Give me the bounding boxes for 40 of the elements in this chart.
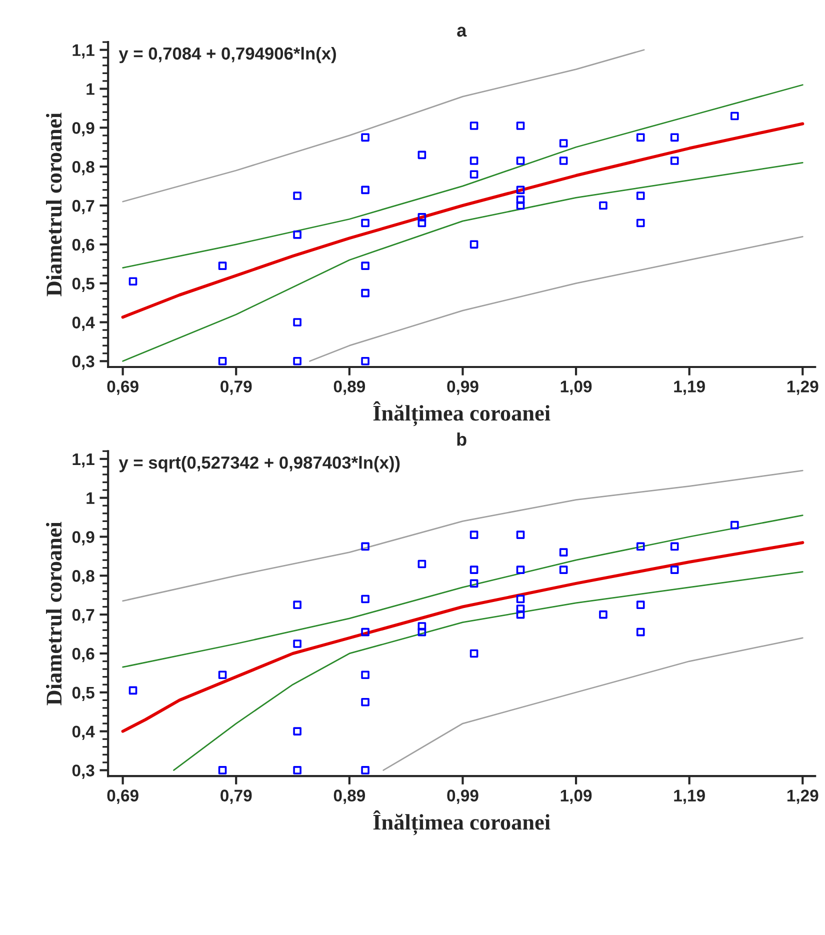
annotation: y = 0,7084 + 0,794906*ln(x) [118, 46, 336, 64]
x-tick-label: 0,99 [447, 380, 478, 395]
x-tick-label: 1,29 [787, 380, 818, 395]
y-tick-label: 0,6 [72, 238, 94, 254]
x-tick-label: 1,29 [787, 790, 818, 804]
y-tick-label: 0,9 [72, 531, 94, 546]
y-tick-label: 0,8 [72, 160, 94, 176]
x-tick-label: 1,19 [674, 790, 705, 804]
y-tick-label: 0,3 [72, 356, 94, 370]
y-tick-label: 0,5 [72, 278, 94, 292]
y-tick-label: 0,6 [72, 648, 94, 662]
x-tick-label: 0,69 [107, 380, 138, 395]
x-tick-label: 0,89 [334, 790, 366, 804]
y-tick-label: 0,4 [72, 726, 95, 740]
y-tick-label: 0,7 [72, 608, 94, 624]
annotation: y = sqrt(0,527342 + 0,987403*ln(x)) [118, 456, 400, 472]
y-tick-label: 0,7 [72, 200, 94, 214]
x-tick-label: 0,79 [220, 380, 252, 395]
x-tick-label: 1,19 [674, 380, 705, 395]
x-tick-label: 0,89 [334, 380, 366, 395]
y-tick-label: 0,4 [72, 316, 95, 331]
y-tick-label: 1 [86, 492, 94, 504]
y-tick-label: 0,8 [72, 570, 94, 584]
x-tick-label: 0,99 [447, 790, 478, 804]
x-tick-label: 0,79 [220, 790, 252, 804]
x-tick-label: 1,09 [560, 790, 592, 804]
chart-title: b [457, 432, 466, 446]
y-tick-label: 0,9 [72, 122, 94, 136]
y-tick-label: 1,1 [72, 44, 94, 58]
y-tick-label: 1,1 [72, 453, 94, 468]
chart-title: a [457, 26, 467, 37]
y-tick-label: 1 [86, 83, 94, 95]
y-axis-title: Diametrul coroanei [46, 522, 62, 706]
x-tick-label: 1,09 [560, 380, 592, 395]
x-axis-title: Înălțimea coroanei [373, 401, 550, 426]
y-tick-label: 0,3 [72, 764, 94, 779]
x-axis-title: Înălțimea coroanei [373, 810, 550, 836]
y-tick-label: 0,5 [72, 686, 94, 702]
x-tick-label: 0,69 [107, 790, 138, 804]
y-axis-title: Diametrul coroanei [46, 112, 62, 296]
